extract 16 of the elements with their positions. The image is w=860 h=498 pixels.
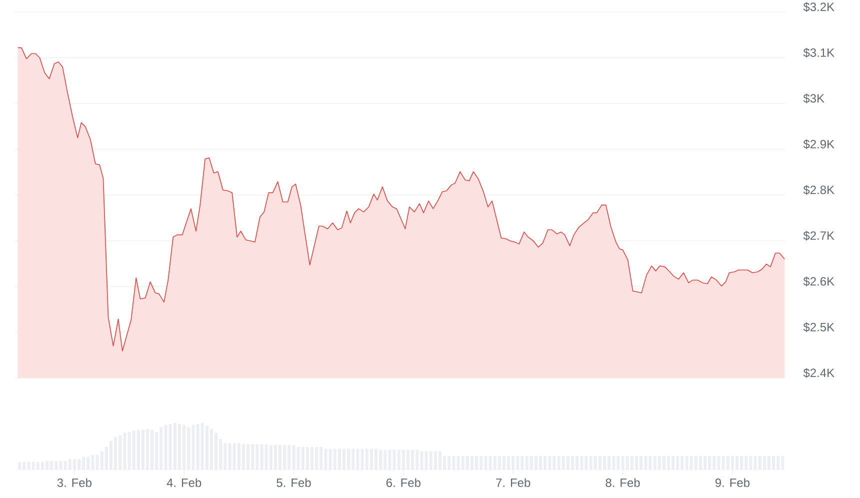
- x-tick-label: 4. Feb: [166, 478, 202, 487]
- x-tick-label: 3. Feb: [57, 478, 92, 487]
- y-tick-label: $3K: [803, 94, 824, 104]
- y-tick-label: $3.2K: [803, 2, 834, 12]
- y-tick-label: $2.8K: [803, 185, 834, 195]
- y-tick-label: $2.4K: [803, 368, 834, 378]
- y-tick-label: $2.7K: [803, 230, 834, 241]
- y-tick-label: $2.9K: [803, 139, 834, 150]
- x-tick-label: 6. Feb: [386, 478, 420, 487]
- x-tick-label: 8. Feb: [606, 478, 640, 487]
- x-tick-label: 5. Feb: [276, 478, 311, 487]
- y-tick-label: $2.5K: [803, 322, 834, 332]
- x-tick-label: 9. Feb: [715, 478, 750, 487]
- y-tick-label: $3.1K: [803, 48, 834, 58]
- x-tick-label: 7. Feb: [496, 478, 530, 487]
- y-tick-label: $2.6K: [803, 276, 834, 286]
